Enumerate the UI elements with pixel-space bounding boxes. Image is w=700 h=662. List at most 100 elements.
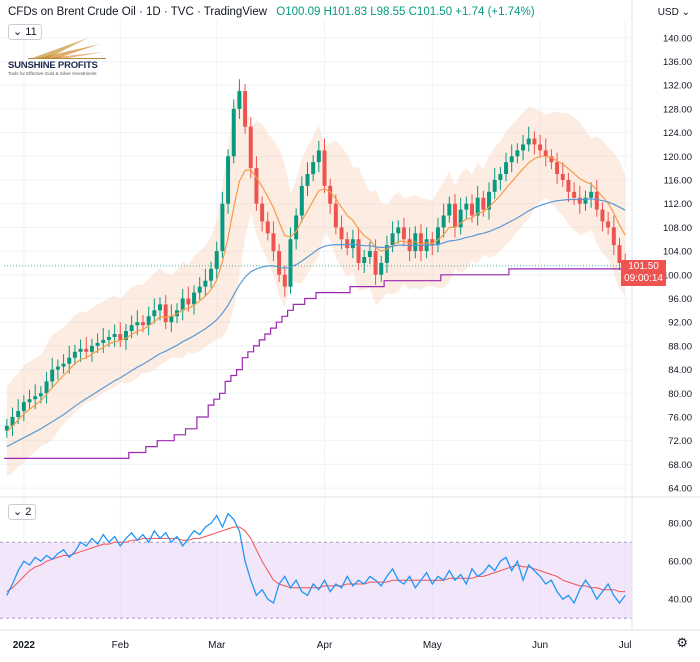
candle-body (33, 396, 38, 400)
candle-body (203, 280, 208, 287)
candle-body (464, 203, 469, 210)
candle-body (61, 363, 66, 367)
ohlc-readout: O100.09 H101.83 L98.55 C101.50 +1.74 (+1… (276, 6, 535, 18)
candle-body (418, 233, 423, 252)
rsi-band (0, 542, 632, 619)
candle-body (299, 185, 304, 216)
date-tick-label: May (423, 640, 442, 651)
candle-body (4, 425, 9, 431)
candle-body (135, 322, 140, 326)
settings-gear-icon[interactable]: ⚙ (676, 635, 688, 650)
candle-body (555, 162, 560, 175)
candle-body (577, 197, 582, 204)
candle-body (589, 191, 594, 198)
candle-body (118, 334, 123, 340)
price-tick-label: 116.00 (664, 175, 692, 186)
candle-body (538, 144, 543, 151)
candle-body (617, 245, 622, 263)
candle-body (237, 91, 242, 109)
ma-fast-line (6, 155, 626, 433)
candle-body (396, 227, 401, 234)
candle-body (254, 168, 259, 204)
candle-body (140, 322, 145, 326)
candle-body (106, 336, 111, 340)
date-tick-label: Jun (532, 640, 548, 651)
candle-body (470, 203, 474, 216)
candle-body (566, 179, 571, 192)
candle-body (95, 342, 100, 346)
last-price: 101.50 (628, 261, 659, 272)
candle-body (16, 411, 21, 417)
date-tick-label: Mar (208, 640, 226, 651)
candle-body (492, 179, 497, 192)
currency-dropdown[interactable]: USD ⌄ (658, 7, 690, 18)
candle-body (214, 251, 219, 269)
candle-body (78, 348, 83, 352)
candle-body (356, 239, 361, 263)
candle-body (435, 227, 440, 246)
chart-header: CFDs on Brent Crude Oil · 1D · TVC · Tra… (8, 6, 535, 18)
candle-body (158, 304, 162, 311)
candle-body (260, 203, 265, 222)
candle-body (322, 150, 327, 186)
candle-body (271, 233, 276, 252)
oscillator-plot (0, 512, 632, 619)
candle-body (146, 316, 151, 326)
candle-body (509, 156, 514, 163)
logo-tagline: Tools for Effective Gold & Silver Invest… (8, 71, 97, 76)
date-tick-label: 2022 (13, 640, 36, 651)
candle-body (532, 138, 537, 145)
price-tick-label: 64.00 (668, 484, 692, 495)
candle-body (316, 150, 321, 163)
price-tick-label: 124.00 (663, 128, 692, 139)
candle-body (560, 174, 565, 180)
candle-body (611, 227, 616, 246)
bar-countdown: 09:00:14 (624, 273, 663, 284)
candle-body (186, 298, 191, 305)
candle-body (50, 369, 55, 382)
candle-body (333, 203, 338, 228)
price-tick-label: 120.00 (663, 152, 692, 163)
indicator-count-pill[interactable]: ⌄ 11 (8, 24, 42, 40)
candle-body (180, 298, 185, 311)
date-tick-label: Jul (619, 640, 632, 651)
candle-body (282, 274, 287, 287)
candle-body (226, 156, 231, 204)
price-tick-label: 84.00 (668, 365, 692, 376)
candle-body (481, 197, 486, 210)
candle-body (384, 245, 389, 263)
candle-body (305, 174, 310, 186)
price-tick-label: 96.00 (668, 294, 692, 305)
currency-label: USD (657, 7, 679, 18)
price-tick-label: 136.00 (663, 57, 692, 68)
price-tick-label: 100.00 (663, 270, 692, 281)
candle-body (101, 339, 106, 343)
candle-body (526, 138, 531, 145)
volatility-envelope (6, 85, 626, 477)
candle-body (84, 348, 89, 352)
price-tick-label: 92.00 (668, 318, 692, 329)
candle-body (152, 310, 157, 317)
candle-body (379, 262, 384, 275)
candle-body (339, 227, 344, 240)
candle-body (458, 209, 463, 228)
candle-body (498, 174, 503, 180)
oscillator-pill[interactable]: ⌄ 2 (8, 504, 37, 520)
candle-body (543, 150, 548, 157)
chevron-down-icon: ⌄ (13, 506, 23, 518)
candle-body (277, 251, 282, 275)
price-tick-label: 76.00 (668, 412, 692, 423)
candle-body (38, 393, 43, 397)
last-price-tag: 101.50 09:00:14 (621, 260, 666, 286)
candle-body (231, 108, 236, 157)
main-plot (4, 79, 630, 477)
candle-body (390, 233, 395, 246)
candle-body (475, 197, 480, 216)
candle-body (362, 257, 367, 263)
price-tick-label: 88.00 (668, 341, 692, 352)
candle-body (549, 156, 554, 163)
candle-body (129, 325, 134, 332)
